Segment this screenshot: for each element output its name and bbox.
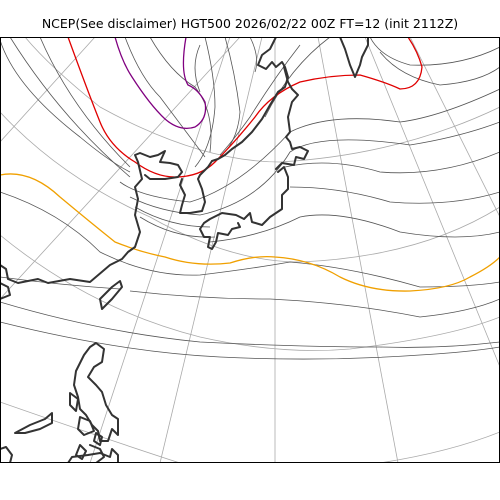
coastline-far-east (211, 37, 289, 162)
coastline-asia (0, 150, 183, 284)
coastline-borneo (14, 412, 53, 434)
height-contours (0, 37, 500, 360)
graticule-parallels (0, 37, 500, 463)
coastlines (0, 37, 369, 463)
coastline-kamchatka (339, 37, 369, 78)
contour-red (67, 37, 423, 178)
coastline-new-guinea (67, 448, 119, 463)
coastline-japan (199, 166, 289, 250)
contour-orange (0, 173, 500, 292)
graticule-meridians (0, 37, 500, 463)
contour-purple (114, 37, 207, 130)
coastline-sakhalin (275, 66, 309, 170)
coastline-indochina (0, 282, 11, 300)
coastline-korea (179, 160, 213, 214)
map-frame[interactable] (0, 37, 500, 463)
map-svg (0, 37, 500, 463)
coastline-philippines (73, 342, 119, 442)
coastline-sulawesi (0, 446, 13, 463)
coastline-visayas (69, 392, 103, 446)
coastline-taiwan (99, 280, 123, 310)
map-title: NCEP(See disclaimer) HGT500 2026/02/22 0… (41, 16, 459, 31)
